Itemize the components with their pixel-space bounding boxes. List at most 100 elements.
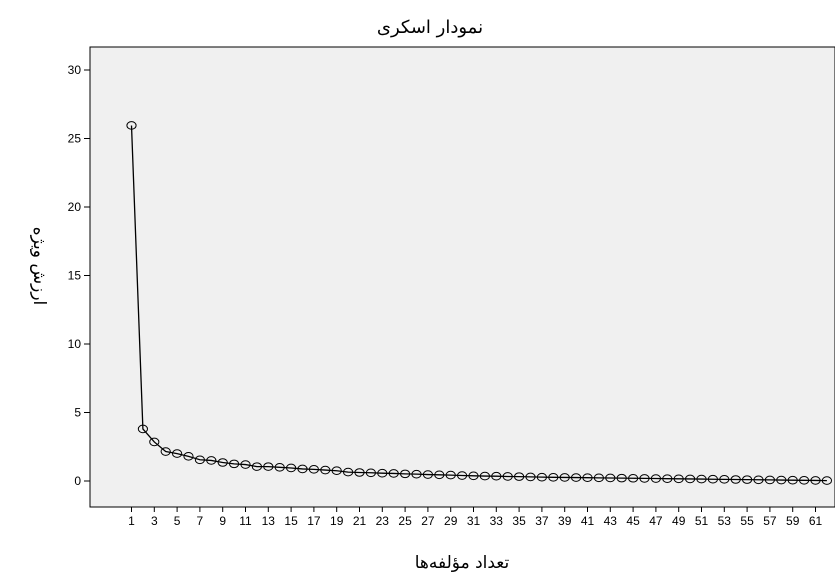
data-point: [491, 471, 502, 481]
y-tick-label: 10: [68, 337, 82, 351]
data-point: [559, 473, 570, 482]
data-point: [286, 463, 297, 473]
data-point: [650, 474, 662, 483]
data-point: [821, 476, 833, 485]
data-point: [240, 460, 251, 469]
data-point: [787, 475, 798, 485]
data-point: [571, 473, 582, 482]
data-point: [422, 470, 433, 479]
x-tick-label: 25: [398, 514, 412, 528]
x-tick-label: 13: [262, 514, 276, 528]
data-point: [377, 468, 388, 478]
data-point: [536, 472, 548, 482]
data-point: [548, 473, 559, 482]
x-tick-label: 51: [695, 514, 709, 528]
x-tick-label: 3: [151, 514, 158, 528]
x-tick-label: 33: [490, 514, 504, 528]
data-point: [263, 462, 274, 471]
data-point: [388, 469, 399, 478]
data-point: [810, 476, 821, 485]
data-point: [707, 474, 719, 484]
data-point: [320, 465, 331, 475]
data-point: [685, 474, 696, 484]
x-tick-label: 47: [649, 514, 663, 528]
data-point: [457, 471, 468, 480]
x-tick-label: 5: [174, 514, 181, 528]
data-point: [696, 474, 707, 484]
x-tick-label: 29: [444, 514, 458, 528]
x-tick-label: 59: [786, 514, 800, 528]
data-point: [753, 475, 764, 485]
x-tick-label: 45: [626, 514, 640, 528]
y-tick-label: 25: [68, 132, 82, 146]
data-point: [160, 447, 171, 456]
data-point: [525, 472, 536, 482]
data-point: [514, 472, 525, 481]
x-tick-label: 43: [604, 514, 618, 528]
data-point: [479, 471, 490, 481]
data-point: [605, 473, 616, 483]
data-point: [172, 449, 183, 458]
x-tick-label: 55: [740, 514, 754, 528]
data-point: [582, 473, 593, 483]
data-point: [297, 464, 308, 474]
x-tick-label: 19: [330, 514, 344, 528]
x-tick-label: 21: [353, 514, 367, 528]
x-tick-label: 15: [284, 514, 298, 528]
data-point: [719, 475, 730, 484]
x-tick-label: 1: [128, 514, 135, 528]
y-tick-label: 5: [74, 406, 81, 420]
data-point: [742, 475, 753, 484]
data-point: [251, 462, 262, 471]
y-tick-label: 15: [68, 269, 82, 283]
x-tick-label: 49: [672, 514, 686, 528]
x-tick-label: 27: [421, 514, 435, 528]
x-tick-label: 35: [512, 514, 526, 528]
data-point: [206, 456, 217, 465]
data-point: [764, 475, 776, 485]
x-tick-label: 53: [718, 514, 732, 528]
x-axis-label: تعداد مؤلفه‌ها: [415, 553, 510, 573]
series-group: [126, 121, 833, 485]
data-point: [331, 466, 342, 476]
y-tick-label: 0: [74, 474, 81, 488]
data-point: [194, 455, 205, 465]
data-point: [137, 424, 148, 434]
x-tick-label: 9: [219, 514, 226, 528]
x-tick-label: 23: [376, 514, 390, 528]
data-point: [673, 474, 684, 484]
data-point: [776, 475, 787, 485]
data-point: [662, 474, 673, 483]
data-point: [274, 463, 285, 472]
x-tick-label: 61: [809, 514, 823, 528]
data-point: [468, 471, 479, 481]
data-point: [126, 121, 137, 130]
data-point: [365, 468, 376, 478]
y-tick-label: 20: [68, 200, 82, 214]
data-point: [183, 452, 194, 461]
y-axis-label: ارزش ویژه: [29, 227, 49, 306]
data-point: [149, 437, 160, 447]
x-tick-label: 39: [558, 514, 572, 528]
y-tick-label: 30: [68, 63, 82, 77]
data-point: [799, 476, 810, 485]
x-tick-label: 7: [197, 514, 204, 528]
chart-title: نمودار اسکری: [377, 17, 483, 38]
data-point: [354, 468, 365, 477]
x-tick-label: 57: [763, 514, 777, 528]
x-tick-label: 37: [535, 514, 549, 528]
data-point: [593, 473, 605, 483]
data-point: [434, 470, 445, 480]
data-point: [628, 473, 639, 483]
data-point: [400, 469, 411, 479]
data-point: [308, 465, 319, 474]
data-point: [445, 470, 456, 480]
data-point: [502, 472, 513, 481]
data-point: [343, 467, 354, 477]
data-point: [217, 458, 228, 467]
data-point: [730, 475, 741, 484]
plot-area: [89, 46, 835, 508]
x-tick-label: 41: [581, 514, 595, 528]
